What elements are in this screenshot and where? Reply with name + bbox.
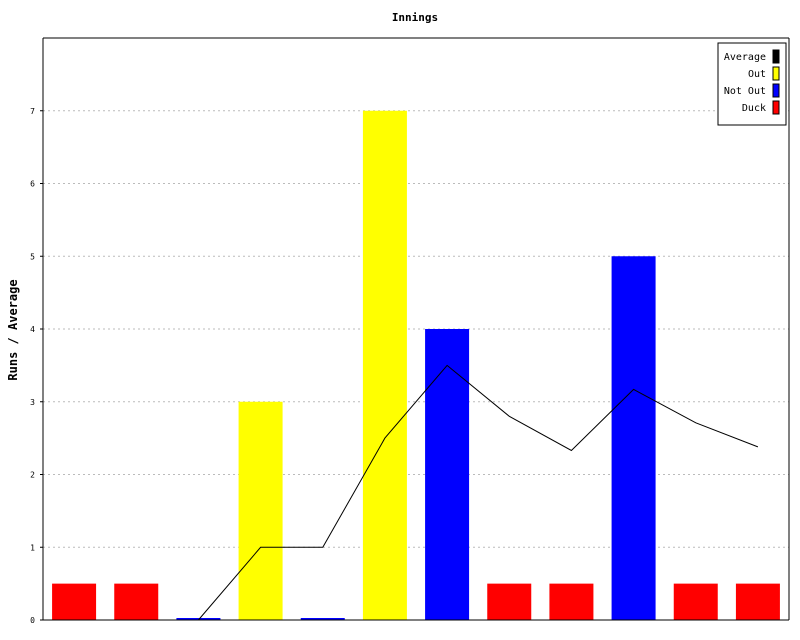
- average-line: [198, 364, 759, 621]
- bar-out: [362, 110, 407, 620]
- gridlines: [43, 110, 789, 548]
- bar-out: [238, 401, 283, 620]
- legend-swatch: [772, 49, 780, 64]
- y-ticks: 0 1 2 3 4 5 6 7: [30, 107, 43, 625]
- bar-duck: [549, 583, 594, 620]
- bar-duck: [673, 583, 718, 620]
- y-tick-label: 6: [30, 180, 35, 189]
- legend-label: Duck: [742, 103, 766, 114]
- legend-label: Not Out: [724, 86, 766, 97]
- bar-duck: [52, 583, 97, 620]
- y-tick-label: 7: [30, 107, 35, 116]
- y-axis-label: Runs / Average: [6, 279, 20, 380]
- y-tick-label: 5: [30, 252, 35, 261]
- y-tick-label: 4: [30, 325, 35, 334]
- legend-swatch: [772, 66, 780, 81]
- bar-not-out-zero: [300, 618, 345, 620]
- legend-swatch: [772, 100, 780, 115]
- legend-swatch: [772, 83, 780, 98]
- bar-not-out: [425, 329, 470, 620]
- y-tick-label: 0: [30, 616, 35, 625]
- bar-duck: [487, 583, 532, 620]
- legend: Average Out Not Out Duck: [717, 42, 787, 126]
- y-tick-label: 2: [30, 471, 35, 480]
- y-tick-label: 1: [30, 543, 35, 552]
- bar-not-out: [611, 256, 656, 620]
- legend-label: Average: [724, 52, 766, 63]
- chart-title: Innings: [392, 11, 438, 24]
- bar-not-out-zero: [176, 618, 221, 620]
- bar-duck: [735, 583, 780, 620]
- bar-duck: [114, 583, 159, 620]
- bars: [52, 110, 780, 620]
- legend-label: Out: [748, 69, 766, 80]
- average-line-group: [198, 364, 759, 621]
- y-tick-label: 3: [30, 398, 35, 407]
